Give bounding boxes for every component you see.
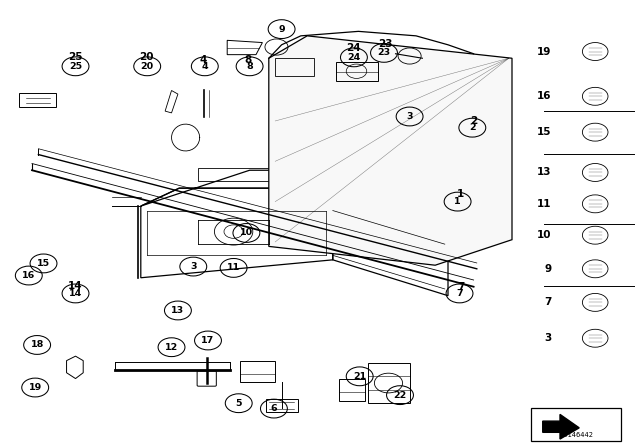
Text: 16: 16	[22, 271, 35, 280]
Text: 14: 14	[68, 281, 83, 291]
Text: 25: 25	[68, 52, 83, 62]
Text: 8: 8	[246, 62, 253, 71]
Text: 12: 12	[165, 343, 178, 352]
Text: 1: 1	[457, 189, 465, 199]
Text: 6: 6	[271, 404, 277, 413]
Text: 14: 14	[69, 289, 82, 298]
Text: 24: 24	[348, 53, 360, 62]
Text: 00146442: 00146442	[559, 432, 593, 438]
Text: 2: 2	[470, 116, 477, 126]
Text: 11: 11	[227, 263, 240, 272]
Text: 20: 20	[141, 62, 154, 71]
Text: 3: 3	[406, 112, 413, 121]
Text: 23: 23	[378, 48, 390, 57]
Text: 9: 9	[278, 25, 285, 34]
Text: 13: 13	[172, 306, 184, 315]
Text: 8: 8	[244, 55, 252, 65]
Text: 17: 17	[202, 336, 214, 345]
Text: 13: 13	[537, 168, 552, 177]
Text: 3: 3	[545, 333, 552, 343]
Text: 19: 19	[538, 47, 552, 56]
Text: 21: 21	[353, 372, 366, 381]
Text: 20: 20	[139, 52, 153, 62]
Text: 24: 24	[347, 43, 361, 53]
Text: 4: 4	[199, 55, 207, 65]
Text: 7: 7	[456, 289, 463, 298]
Text: 9: 9	[545, 264, 552, 274]
Text: 22: 22	[394, 391, 406, 400]
Text: 15: 15	[37, 259, 50, 268]
Text: 18: 18	[31, 340, 44, 349]
Text: 19: 19	[29, 383, 42, 392]
Text: 11: 11	[537, 199, 552, 209]
Text: 10: 10	[537, 230, 552, 240]
Text: 23: 23	[378, 39, 392, 49]
Text: 15: 15	[537, 127, 552, 137]
Text: 2: 2	[469, 123, 476, 132]
Text: 4: 4	[202, 62, 208, 71]
FancyBboxPatch shape	[531, 408, 621, 441]
Text: 7: 7	[457, 282, 465, 292]
Text: 25: 25	[69, 62, 82, 71]
Text: 16: 16	[537, 91, 552, 101]
Text: 7: 7	[544, 297, 552, 307]
Polygon shape	[269, 36, 512, 265]
Text: 10: 10	[240, 228, 253, 237]
Text: 3: 3	[190, 262, 196, 271]
Polygon shape	[543, 414, 579, 439]
Text: 1: 1	[454, 197, 461, 206]
Text: 5: 5	[236, 399, 242, 408]
